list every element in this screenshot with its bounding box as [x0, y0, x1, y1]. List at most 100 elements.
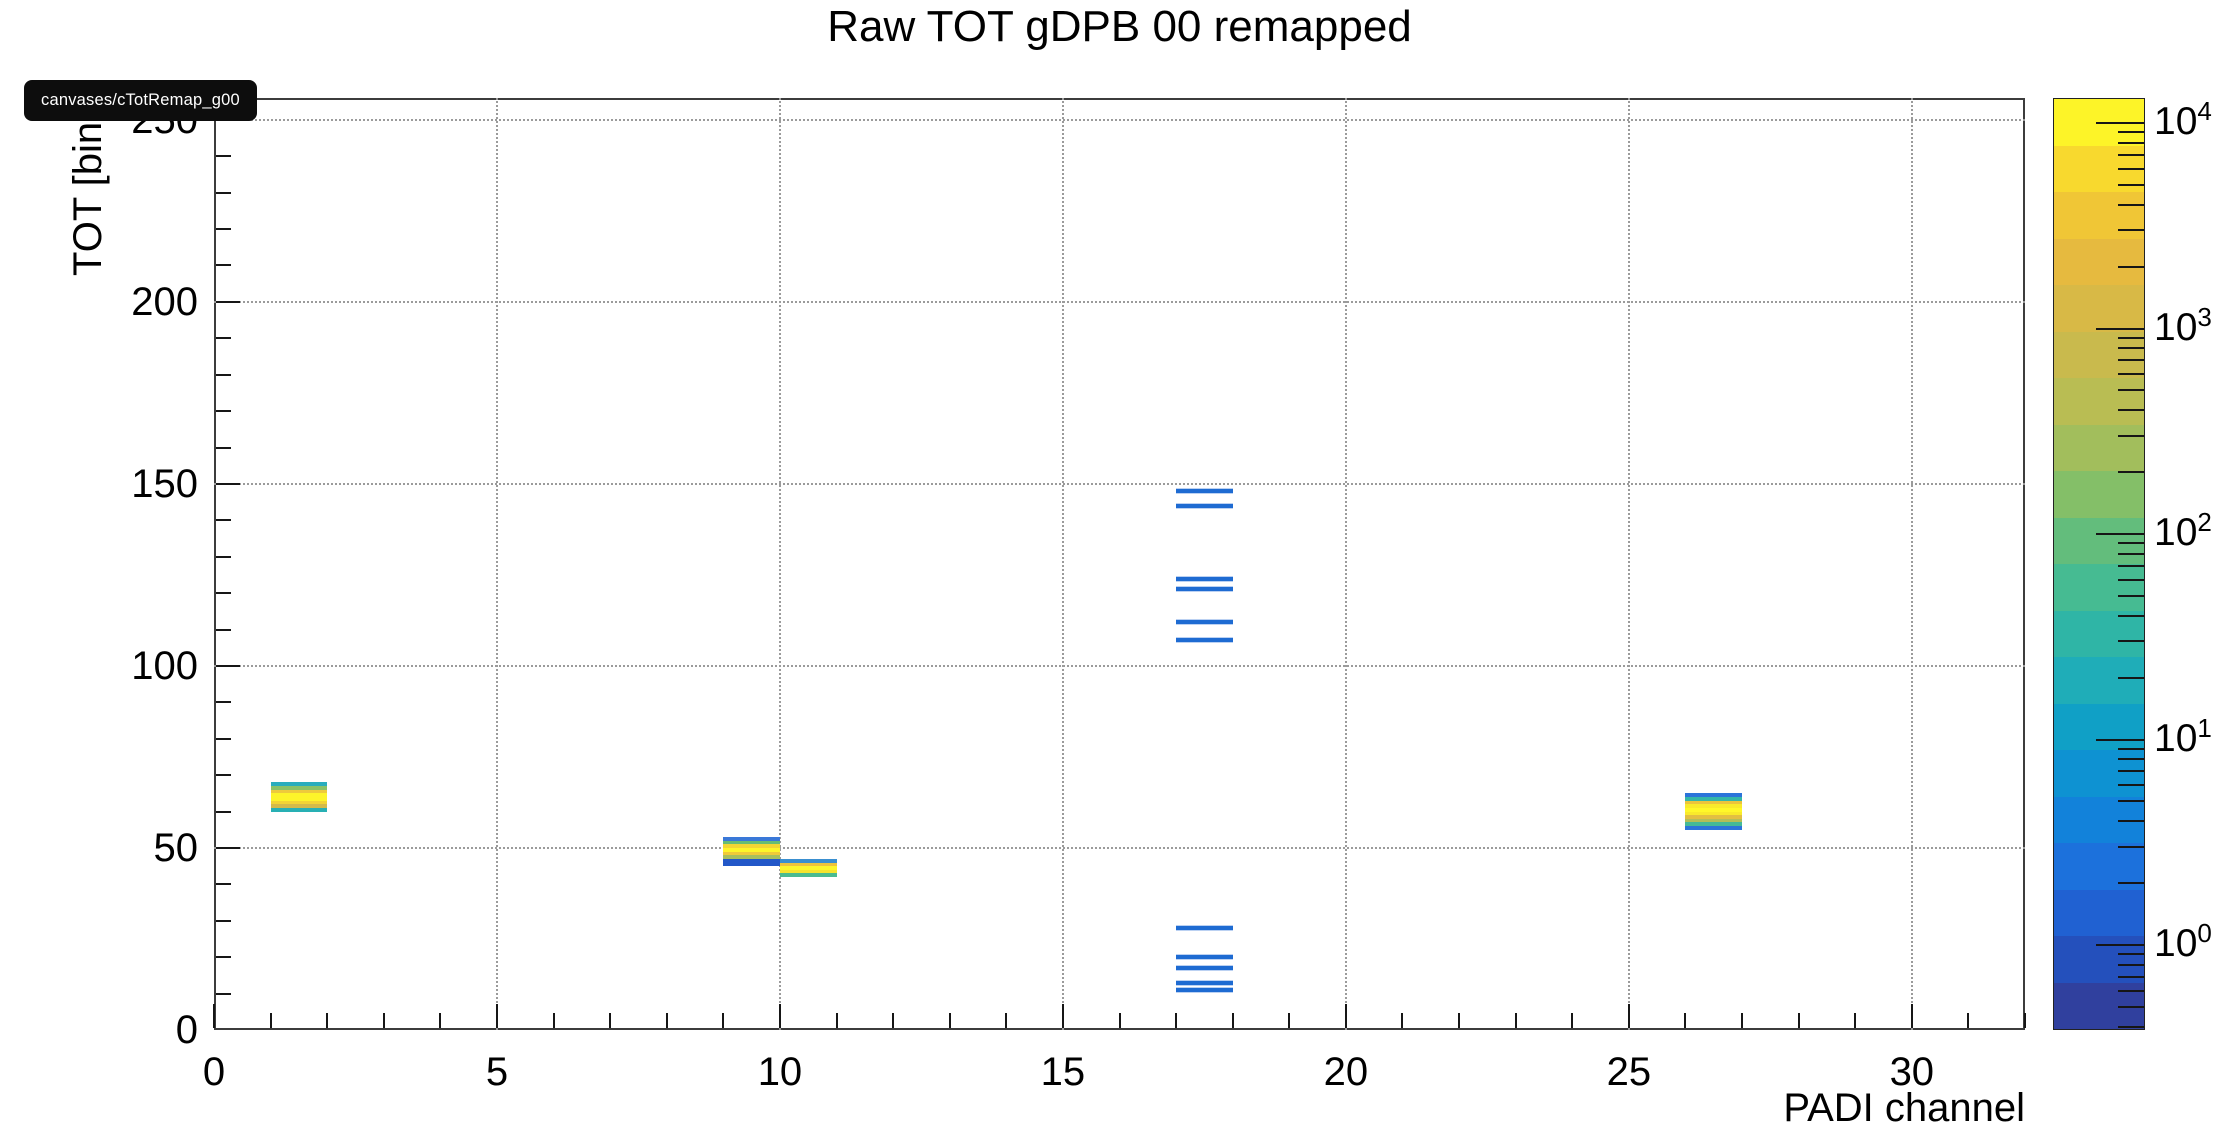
y-grid-line — [214, 482, 2025, 485]
y-tick — [216, 555, 231, 558]
colorbar-band — [2054, 750, 2144, 797]
colorbar-minor-tick — [2118, 373, 2144, 376]
y-tick-label: 0 — [175, 1008, 198, 1052]
y-tick — [216, 228, 231, 231]
blob-stripe — [723, 840, 780, 845]
y-tick — [216, 664, 240, 667]
colorbar-exponent-label: 100 — [2154, 918, 2212, 965]
y-tick — [216, 701, 231, 704]
colorbar-band — [2054, 796, 2144, 843]
blob-stripe — [723, 847, 780, 852]
blob-stripe — [270, 782, 328, 787]
colorbar-minor-tick — [2118, 359, 2144, 362]
colorbar-band — [2054, 424, 2144, 471]
blob-stripe — [723, 862, 780, 867]
x-tick — [1514, 1013, 1517, 1028]
colorbar-major-tick — [2096, 327, 2144, 330]
count-line — [1176, 955, 1233, 960]
x-tick — [892, 1013, 895, 1028]
count-line — [1176, 926, 1233, 931]
colorbar-exponent-sup: 4 — [2197, 96, 2212, 126]
y-tick — [216, 519, 231, 522]
blob-stripe — [779, 862, 837, 867]
colorbar-band — [2054, 703, 2144, 750]
colorbar-minor-tick — [2118, 820, 2144, 823]
colorbar-minor-tick — [2118, 758, 2144, 761]
y-tick — [216, 155, 231, 158]
colorbar-minor-tick — [2118, 153, 2144, 156]
y-tick — [216, 628, 231, 631]
x-tick-label: 0 — [202, 1050, 226, 1094]
colorbar-minor-tick — [2118, 640, 2144, 643]
y-tick — [216, 992, 231, 995]
count-line — [1176, 489, 1233, 494]
colorbar-minor-tick — [2118, 882, 2144, 885]
y-tick — [216, 373, 231, 376]
x-tick — [1967, 1013, 1970, 1028]
blob-stripe — [723, 851, 780, 856]
colorbar-minor-tick — [2118, 1025, 2144, 1028]
x-tick — [948, 1013, 951, 1028]
x-tick — [1797, 1013, 1800, 1028]
x-tick — [1458, 1013, 1461, 1028]
plot-frame[interactable] — [214, 98, 2025, 1030]
blob-stripe — [1685, 804, 1743, 808]
y-tick — [216, 737, 231, 740]
colorbar-exponent-label: 101 — [2154, 712, 2212, 760]
colorbar-minor-tick — [2118, 552, 2144, 555]
x-tick — [1627, 1004, 1630, 1028]
blob-stripe — [270, 804, 328, 808]
y-tick — [216, 919, 231, 922]
data-blob — [779, 858, 837, 878]
x-tick — [1401, 1013, 1404, 1028]
y-tick-label: 100 — [131, 643, 198, 688]
colorbar-band — [2054, 517, 2144, 564]
y-axis-title: TOT [bin — [66, 121, 110, 276]
colorbar-minor-tick — [2118, 265, 2144, 268]
colorbar-exponent-label: 102 — [2154, 507, 2212, 554]
y-tick — [216, 264, 231, 267]
x-grid-line — [1910, 98, 1913, 1030]
x-tick — [495, 1004, 498, 1028]
colorbar-exponent-sup: 0 — [2197, 918, 2212, 948]
colorbar-band — [2054, 564, 2144, 611]
colorbar-band — [2054, 610, 2144, 657]
colorbar-band — [2054, 331, 2144, 378]
y-tick — [216, 446, 231, 449]
x-grid-line — [1344, 98, 1347, 1030]
colorbar-minor-tick — [2118, 167, 2144, 170]
x-tick — [1005, 1013, 1008, 1028]
x-tick-label: 25 — [1606, 1050, 1652, 1094]
x-tick-label: 10 — [757, 1050, 803, 1094]
count-line — [1176, 638, 1233, 643]
blob-stripe — [779, 869, 837, 874]
x-tick — [1571, 1013, 1574, 1028]
colorbar-minor-tick — [2118, 1005, 2144, 1008]
x-grid-line — [778, 98, 781, 1030]
blob-stripe — [270, 797, 328, 801]
x-grid-line — [495, 98, 498, 1030]
colorbar-band — [2054, 471, 2144, 518]
blob-stripe — [270, 786, 328, 790]
colorbar-exponent-label: 103 — [2154, 301, 2212, 349]
colorbar-minor-tick — [2118, 347, 2144, 350]
blob-stripe — [779, 873, 837, 878]
x-tick — [1741, 1013, 1744, 1028]
data-blob — [723, 837, 780, 867]
x-tick — [382, 1013, 385, 1028]
colorbar-minor-tick — [2118, 770, 2144, 773]
colorbar-minor-tick — [2118, 989, 2144, 992]
colorbar-minor-tick — [2118, 471, 2144, 474]
blob-stripe — [1685, 800, 1743, 805]
colorbar-band — [2054, 238, 2144, 285]
x-tick — [1231, 1013, 1234, 1028]
colorbar-band — [2054, 889, 2144, 936]
x-tick — [1684, 1013, 1687, 1028]
colorbar[interactable] — [2053, 98, 2145, 1030]
colorbar-exponent-label: 104 — [2154, 96, 2212, 143]
x-tick — [213, 1004, 215, 1028]
x-grid-line — [1627, 98, 1630, 1030]
blob-stripe — [1685, 797, 1743, 801]
colorbar-minor-tick — [2118, 614, 2144, 617]
